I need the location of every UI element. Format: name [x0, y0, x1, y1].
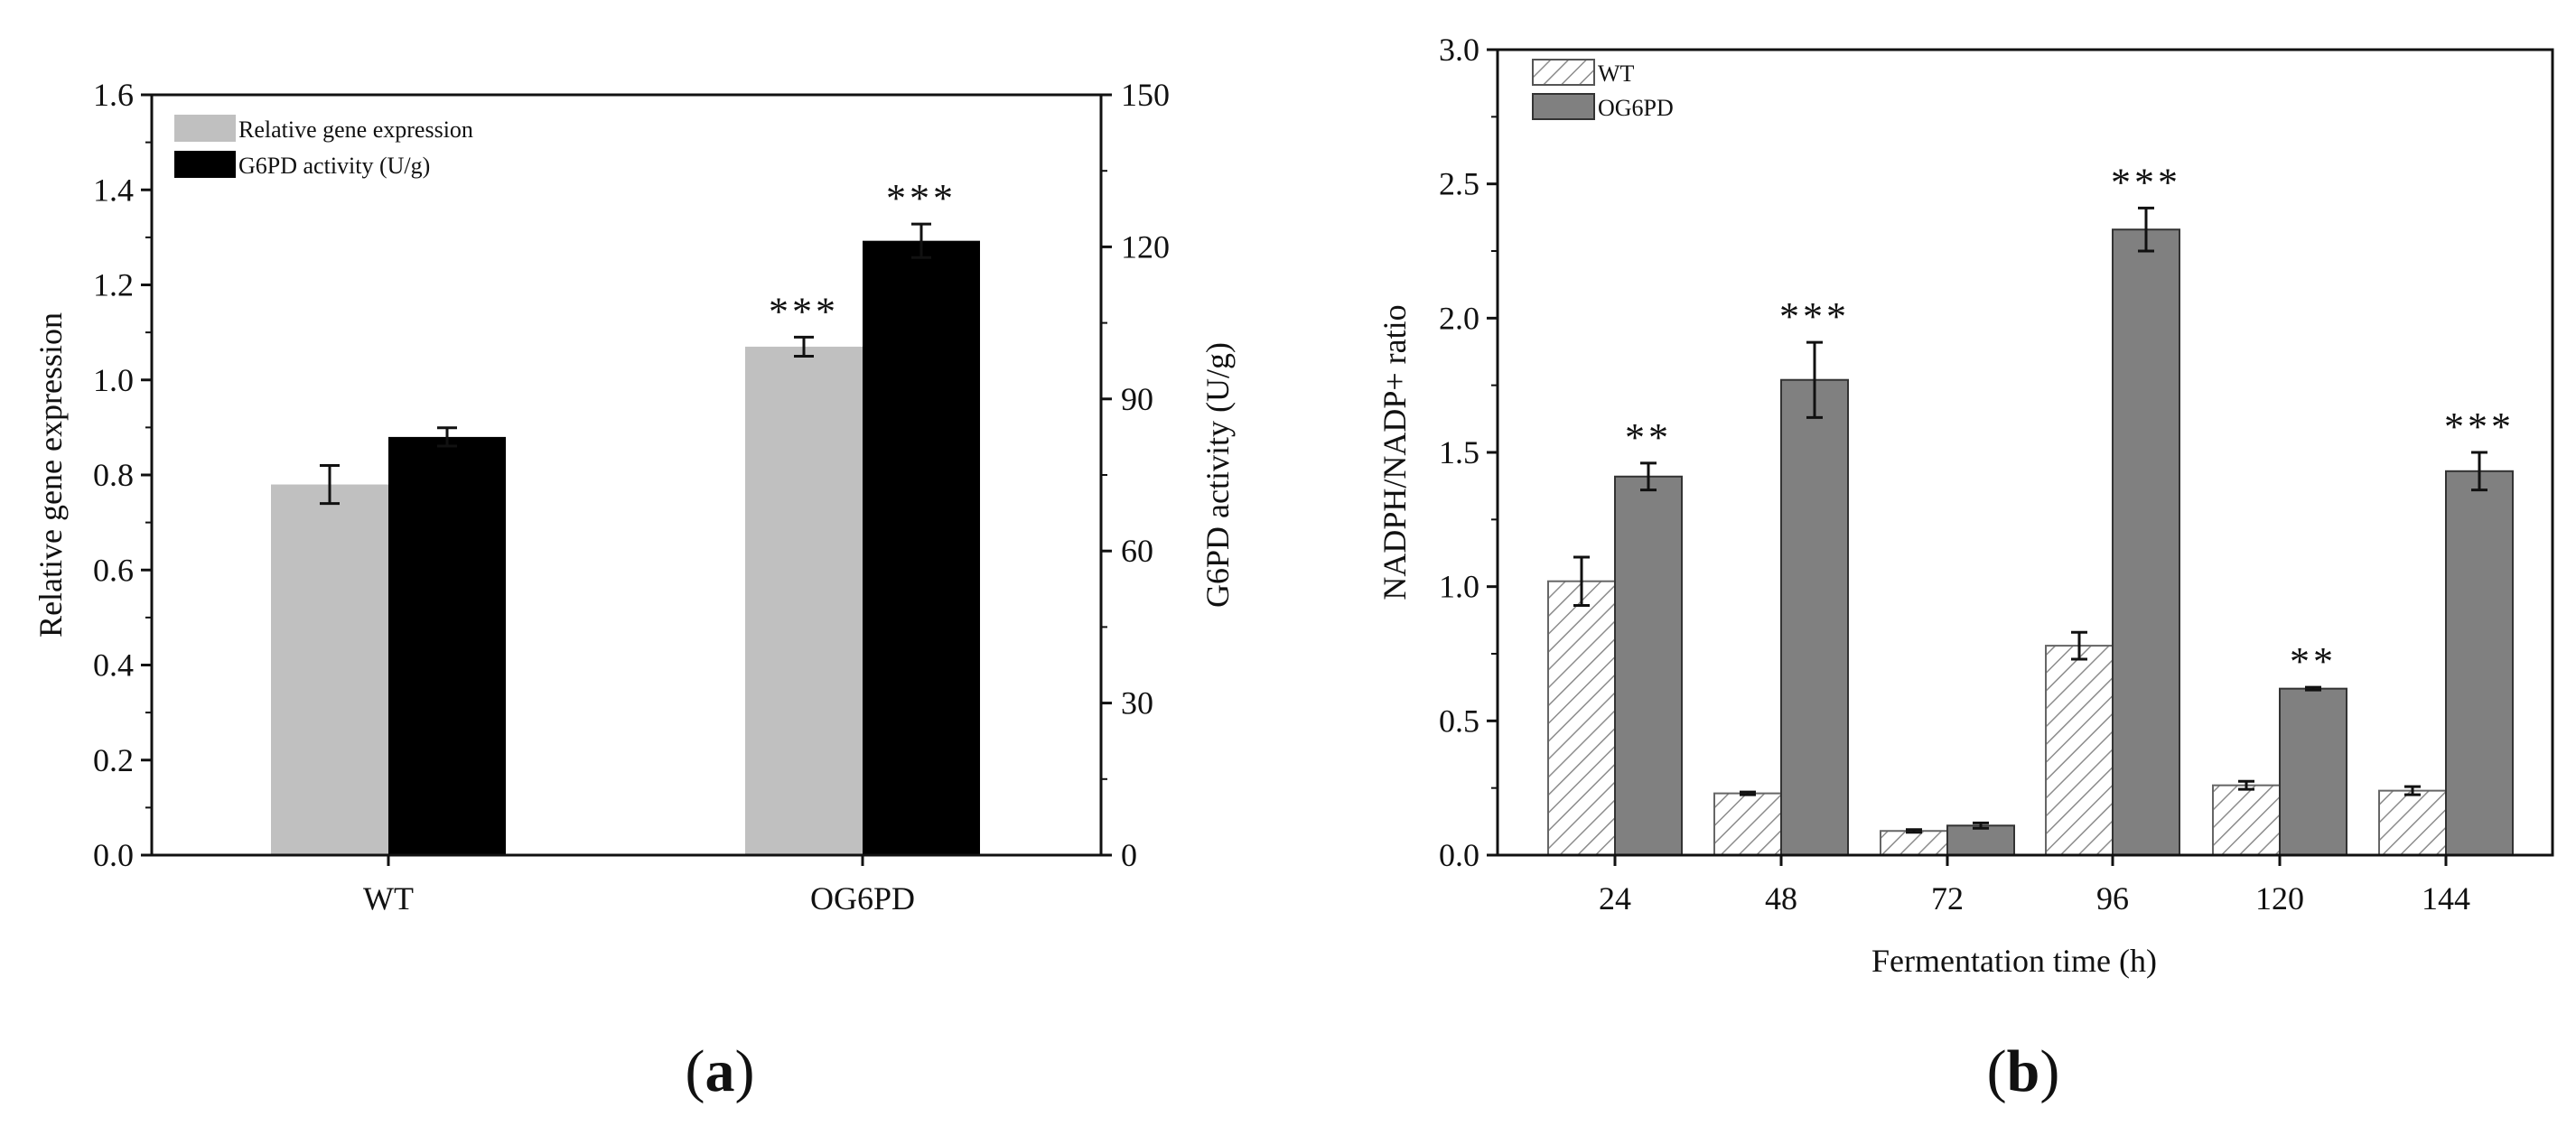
chart-b-error-bars — [1573, 206, 2487, 834]
chart-b-bar-og6pd-24 — [1614, 475, 1683, 856]
chart-b-legend-label-og6pd: OG6PD — [1598, 95, 1674, 121]
chart-a-bar-activity-og6pd — [863, 240, 980, 855]
chart-a-bars — [271, 240, 980, 856]
chart-b-y-tick-label: 0.0 — [1439, 837, 1479, 873]
chart-a-right-tick-label: 60 — [1121, 533, 1153, 569]
chart-b-x-axis-label: Fermentation time (h) — [1871, 943, 2157, 979]
chart-b-bar-og6pd-120 — [2279, 687, 2347, 856]
chart-b-significance-label: *** — [2111, 160, 2181, 204]
chart-b-x-tick-label: 96 — [2096, 880, 2129, 917]
chart-b-x-tick-label: 120 — [2255, 880, 2304, 917]
chart-a-y2-axis-label: G6PD activity (U/g) — [1199, 342, 1236, 608]
chart-b-bars — [1547, 228, 2514, 857]
chart-b-bar-wt-144 — [2378, 789, 2447, 857]
chart-b-panel-label: (b) — [1987, 1038, 2060, 1104]
chart-a-left-tick-label: 1.2 — [93, 267, 134, 303]
chart-a-right-tick-label: 30 — [1121, 685, 1153, 721]
chart-b-y-tick-label: 0.5 — [1439, 703, 1479, 739]
chart-b-significance-label: *** — [1779, 294, 1850, 339]
chart-b-y-axis: 0.0 0.5 1.0 1.5 2.0 2.5 3.0 — [1439, 32, 1498, 873]
chart-b-y-axis-label: NADPH/NADP+ ratio — [1377, 304, 1413, 600]
chart-a-significance-label: *** — [769, 289, 839, 333]
chart-b-significance-label: ** — [2290, 639, 2337, 684]
chart-b-y-tick-label: 1.0 — [1439, 569, 1479, 605]
chart-b-bar-wt-24 — [1547, 580, 1616, 856]
chart-a-bar-activity-wt — [388, 436, 506, 855]
chart-a-left-tick-label: 0.2 — [93, 742, 134, 778]
chart-a-right-tick-label: 150 — [1121, 77, 1170, 113]
chart-a-significance: *** *** — [769, 176, 957, 333]
chart-a-legend-label-activity: G6PD activity (U/g) — [238, 153, 430, 179]
chart-a-left-tick-label: 1.4 — [93, 172, 134, 208]
chart-a-y-axis-label: Relative gene expression — [33, 312, 69, 637]
chart-b-bar-wt-72 — [1880, 830, 1948, 856]
chart-a-right-tick-label: 120 — [1121, 228, 1170, 265]
chart-a-right-tick-label: 90 — [1121, 381, 1153, 417]
chart-b-bar-wt-48 — [1713, 792, 1782, 857]
chart-b-bar-og6pd-96 — [2112, 228, 2180, 857]
chart-a-panel-label: (a) — [686, 1038, 755, 1104]
chart-a-legend: Relative gene expression G6PD activity (… — [174, 115, 473, 179]
chart-b-x-axis: 24 48 72 96 120 144 — [1599, 855, 2470, 917]
chart-a-left-tick-label: 0.4 — [93, 647, 134, 684]
chart-a-left-tick-label: 0.6 — [93, 552, 134, 588]
chart-a-right-axis: 0 30 60 90 120 150 — [1101, 77, 1170, 873]
chart-b-bar-og6pd-72 — [1946, 824, 2015, 856]
chart-b-legend-swatch-og6pd — [1532, 93, 1595, 120]
chart-a-left-tick-label: 1.0 — [93, 362, 134, 398]
chart-b-legend: WT OG6PD — [1532, 59, 1674, 121]
chart-b-y-tick-label: 2.5 — [1439, 166, 1479, 202]
chart-a-legend-swatch-activity — [174, 151, 236, 178]
chart-b-y-tick-label: 1.5 — [1439, 434, 1479, 470]
chart-b: ************* 0.00.51.01.52.02.53.0 24 48… — [1377, 32, 2554, 1104]
chart-b-legend-label-wt: WT — [1598, 60, 1635, 87]
chart-a-error-bars — [320, 222, 931, 506]
chart-b-bar-og6pd-144 — [2445, 470, 2514, 857]
chart-a-bar-expression-og6pd — [745, 346, 863, 856]
chart-b-y-tick-label: 3.0 — [1439, 32, 1479, 68]
chart-a-left-tick-label: 0.0 — [93, 837, 134, 873]
chart-b-bar-wt-120 — [2212, 784, 2281, 857]
chart-a-x-tick-label: OG6PD — [810, 880, 915, 917]
chart-a: *** *** 0.0 0.2 0.4 0.6 0.8 1.0 1.2 1.4 1.6 0 30 60… — [33, 77, 1236, 1104]
chart-a-left-axis: 0.0 0.2 0.4 0.6 0.8 1.0 1.2 1.4 1.6 — [93, 77, 152, 873]
chart-b-bar-og6pd-48 — [1780, 378, 1849, 857]
chart-a-bar-expression-wt — [271, 484, 388, 855]
chart-a-legend-label-expression: Relative gene expression — [238, 116, 473, 143]
chart-b-bar-wt-96 — [2045, 645, 2114, 857]
chart-a-x-tick-label: WT — [363, 880, 414, 917]
chart-a-x-axis: WT OG6PD — [363, 855, 915, 917]
chart-b-significance: ************* — [1625, 160, 2515, 684]
chart-b-significance-label: ** — [1625, 415, 1672, 460]
chart-b-x-tick-label: 72 — [1931, 880, 1964, 917]
chart-a-significance-label: *** — [886, 176, 957, 220]
chart-b-x-tick-label: 144 — [2422, 880, 2470, 917]
chart-b-significance-label: *** — [2444, 405, 2515, 449]
chart-a-legend-swatch-expression — [174, 115, 236, 142]
chart-a-right-tick-label: 0 — [1121, 837, 1137, 873]
chart-b-x-tick-label: 48 — [1765, 880, 1797, 917]
chart-b-x-tick-label: 24 — [1599, 880, 1631, 917]
chart-b-legend-swatch-wt — [1532, 59, 1595, 86]
chart-a-left-tick-label: 0.8 — [93, 457, 134, 493]
chart-a-left-tick-label: 1.6 — [93, 77, 134, 113]
chart-b-y-tick-label: 2.0 — [1439, 300, 1479, 336]
